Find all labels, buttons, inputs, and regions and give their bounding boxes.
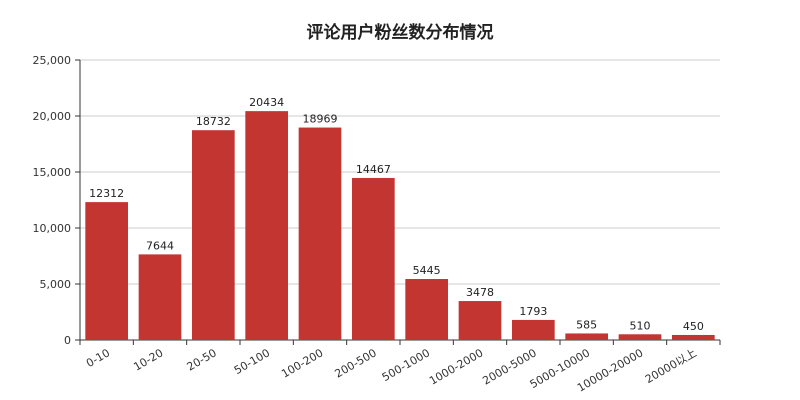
bar [618,334,662,340]
x-tick-label: 500-1000 [380,346,432,384]
bar [298,127,342,340]
data-label: 585 [576,318,597,331]
data-label: 12312 [89,187,124,200]
bar [352,177,395,340]
data-label: 7644 [146,239,174,252]
data-label: 3478 [466,286,494,299]
x-tick-label: 0-10 [84,346,112,370]
data-label: 450 [683,320,704,333]
x-tick-label: 20-50 [185,346,219,373]
data-label: 510 [630,319,651,332]
chart-title: 评论用户粉丝数分布情况 [306,23,494,43]
bar [672,334,715,340]
bars [85,111,715,341]
y-tick-label: 25,000 [33,54,72,67]
x-tick-label: 1000-2000 [427,346,485,387]
y-tick-label: 0 [64,334,71,347]
bar [245,111,288,341]
bar [458,301,502,340]
data-label: 20434 [249,96,284,109]
y-tick-label: 10,000 [33,222,72,235]
bar [138,254,182,340]
data-label: 5445 [413,264,441,277]
grid-lines [80,59,720,285]
axes [75,59,721,345]
bar [85,202,128,340]
data-label: 14467 [356,163,391,176]
bar [192,130,235,340]
bar [512,319,555,340]
bar [405,279,448,340]
y-tick-label: 5,000 [40,278,72,291]
data-label: 18969 [303,113,338,126]
y-tick-label: 15,000 [33,166,72,179]
bar [565,333,608,340]
data-label: 1793 [519,305,547,318]
x-tick-label: 50-100 [232,346,272,377]
y-tick-label: 20,000 [33,110,72,123]
x-tick-label: 20000以上 [643,346,699,386]
x-tick-label: 200-500 [333,346,379,380]
x-tick-label: 10-20 [131,346,165,373]
data-label: 18732 [196,115,231,128]
x-tick-label: 100-200 [279,346,325,380]
